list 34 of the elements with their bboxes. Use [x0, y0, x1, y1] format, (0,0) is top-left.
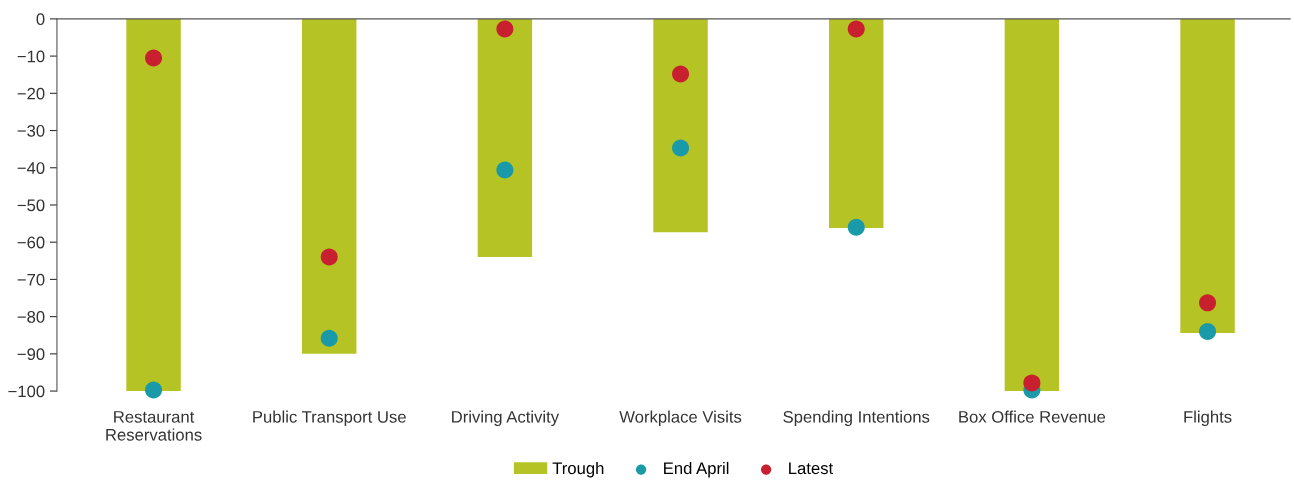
point	[145, 49, 163, 67]
y-tick-label: −20	[17, 87, 45, 100]
point	[320, 248, 338, 266]
point	[847, 218, 865, 236]
x-tick-label: Flights	[1184, 410, 1232, 427]
point	[496, 20, 514, 38]
y-tick-label: −60	[17, 236, 45, 249]
x-tick-label: Box Office Revenue	[959, 410, 1106, 423]
point	[672, 139, 690, 157]
point	[1023, 374, 1041, 392]
point	[847, 20, 865, 38]
legend-label: End April	[664, 461, 729, 478]
y-tick-label: −10	[17, 50, 45, 63]
y-tick-label: −40	[17, 162, 45, 174]
y-tick-label: −70	[17, 273, 45, 286]
point	[320, 329, 338, 347]
y-tick-label: −80	[17, 311, 45, 323]
point	[496, 161, 514, 179]
legend-label: Latest	[789, 462, 834, 475]
x-tick-label: Public Transport Use	[253, 410, 406, 427]
x-tick-label: Spending Intentions	[783, 410, 930, 427]
y-tick-label: −90	[17, 348, 45, 361]
point	[145, 381, 163, 399]
x-tick-label: Workplace Visits	[619, 410, 742, 427]
y-tick-label: −100	[8, 385, 45, 398]
point	[672, 65, 690, 83]
x-tick-label: Driving Activity	[452, 410, 560, 427]
point	[1199, 323, 1217, 341]
legend-label: Trough	[552, 461, 604, 478]
y-tick-label: −30	[17, 124, 45, 137]
y-tick-label: 0	[36, 13, 45, 26]
y-tick-label: −50	[17, 199, 45, 212]
point	[1199, 294, 1217, 312]
x-tick-label: Restaurant Reservations	[106, 411, 202, 441]
